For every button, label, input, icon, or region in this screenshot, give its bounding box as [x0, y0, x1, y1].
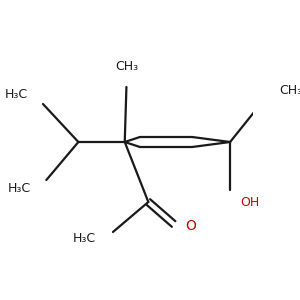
Text: OH: OH — [240, 196, 260, 208]
Text: O: O — [185, 219, 196, 233]
Text: CH₃: CH₃ — [279, 85, 300, 98]
Text: H₃C: H₃C — [5, 88, 28, 101]
Text: H₃C: H₃C — [8, 182, 31, 196]
Text: H₃C: H₃C — [73, 232, 96, 244]
Text: CH₃: CH₃ — [115, 60, 138, 73]
